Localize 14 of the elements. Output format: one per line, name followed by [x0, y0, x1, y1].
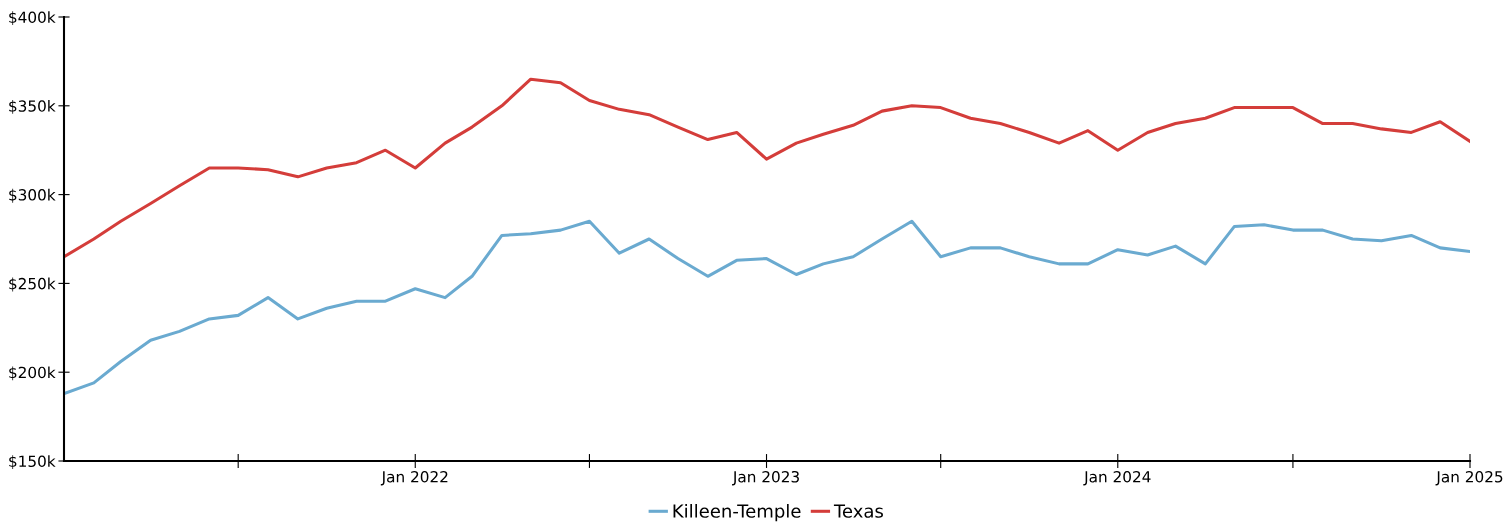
y-tick-label: $350k — [9, 100, 56, 114]
y-tick-label: $400k — [9, 11, 56, 26]
line-series — [64, 219, 1470, 396]
y-tick-label: $300k — [9, 188, 56, 203]
x-tick-label: Jan 2023 — [732, 470, 799, 486]
y-tick-label: $150k — [9, 455, 56, 470]
y-tick-label: $200k — [9, 366, 56, 381]
x-tick-label: Jan 2024 — [1083, 470, 1151, 486]
legend-label: Texas — [833, 504, 883, 518]
x-tick-label: Jan 2025 — [1435, 470, 1503, 486]
x-tick-label: Jan 2022 — [380, 470, 448, 486]
y-tick-label: $250k — [9, 277, 56, 292]
line-series — [64, 77, 1470, 259]
legend-label: Killeen-Temple — [673, 503, 801, 522]
